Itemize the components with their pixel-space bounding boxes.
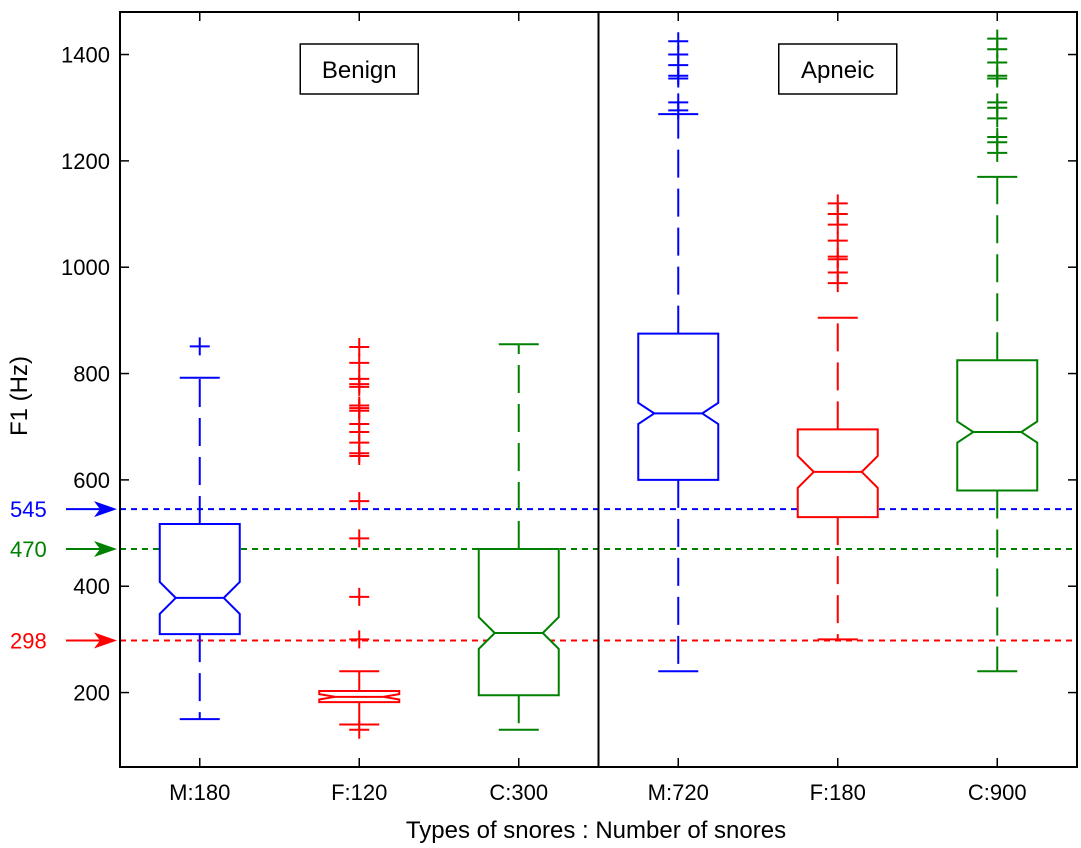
y-tick-label: 1400 — [61, 43, 110, 68]
y-tick-label: 1200 — [61, 149, 110, 174]
x-tick-label: F:180 — [810, 780, 866, 805]
reference-arrow-head — [94, 632, 117, 649]
outlier — [668, 93, 689, 112]
y-axis-title: F1 (Hz) — [6, 356, 33, 436]
outlier — [827, 231, 848, 250]
outlier — [349, 529, 370, 548]
outlier — [349, 337, 370, 356]
outlier — [349, 492, 370, 511]
outlier — [827, 194, 848, 213]
y-tick-label: 800 — [73, 362, 110, 387]
x-axis-title: Types of snores : Number of snores — [406, 817, 786, 844]
x-tick-label: M:180 — [169, 780, 230, 805]
y-tick-label: 400 — [73, 574, 110, 599]
box-body — [637, 332, 720, 481]
box-C:300 — [477, 343, 560, 731]
reference-arrow-head — [94, 501, 117, 518]
outlier — [987, 29, 1008, 48]
box-body — [477, 548, 560, 697]
outlier — [349, 587, 370, 606]
outlier — [668, 32, 689, 51]
group-label-box — [778, 43, 898, 95]
box-C:900 — [956, 29, 1039, 673]
group-label: Apneic — [801, 57, 874, 84]
box-M:720 — [637, 32, 720, 673]
outlier — [987, 127, 1008, 146]
box-body — [796, 428, 879, 519]
box-body — [158, 523, 241, 636]
outlier — [349, 630, 370, 649]
group-labels: Benign Apneic — [299, 43, 898, 95]
x-tick-label: C:900 — [968, 780, 1027, 805]
reference-line-label: 470 — [10, 537, 47, 562]
outlier — [189, 337, 210, 356]
y-tick-label: 200 — [73, 681, 110, 706]
x-tick-label: F:120 — [331, 780, 387, 805]
reference-line-label: 298 — [10, 628, 47, 653]
outlier — [349, 353, 370, 372]
group-label: Benign — [322, 57, 397, 84]
outlier — [987, 93, 1008, 112]
box-M:180 — [158, 337, 241, 721]
box-body — [956, 359, 1039, 492]
outlier — [349, 369, 370, 388]
y-tick-label: 1000 — [61, 255, 110, 280]
box-F:120 — [318, 337, 401, 739]
reference-arrow-head — [94, 541, 117, 558]
box-layer — [158, 29, 1039, 739]
x-tick-label: M:720 — [648, 780, 709, 805]
y-tick-label: 600 — [73, 468, 110, 493]
outlier — [349, 720, 370, 739]
box-F:180 — [796, 194, 879, 641]
axes: 200 400 600 800 1000 1200 1400 M:180 F:120 C:300 M… — [61, 11, 1078, 805]
x-tick-label: C:300 — [489, 780, 548, 805]
group-label-box — [299, 43, 419, 95]
outlier — [827, 247, 848, 266]
outlier — [349, 396, 370, 415]
reference-line-label: 545 — [10, 497, 47, 522]
